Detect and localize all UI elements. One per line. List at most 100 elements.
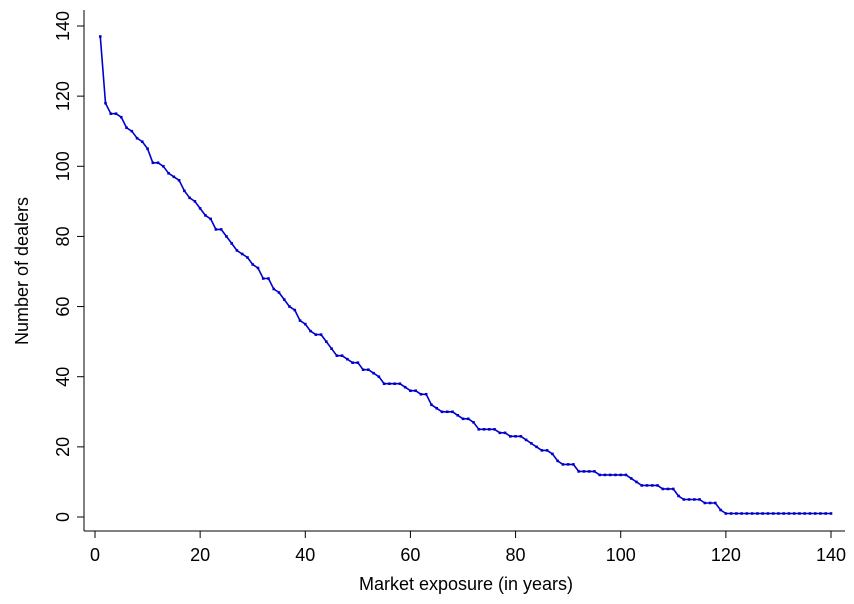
- y-tick-label: 20: [53, 437, 73, 457]
- data-point: [824, 512, 828, 515]
- data-point: [198, 207, 202, 210]
- x-tick-label: 100: [606, 545, 636, 565]
- data-point: [514, 435, 517, 438]
- data-point: [792, 512, 796, 515]
- data-point: [440, 410, 444, 414]
- x-axis-ticks: 0 20 40 60 80 100 120 140: [90, 531, 846, 565]
- data-point: [282, 298, 286, 301]
- data-point: [277, 291, 281, 294]
- data-point: [798, 512, 801, 515]
- data-point: [167, 172, 170, 175]
- data-point: [193, 200, 197, 203]
- data-point: [309, 329, 312, 333]
- data-point: [346, 357, 349, 361]
- data-point: [519, 435, 523, 438]
- data-point: [587, 470, 591, 473]
- data-point: [424, 392, 428, 396]
- data-point: [414, 389, 417, 393]
- data-point: [466, 417, 470, 421]
- data-point: [135, 136, 139, 140]
- data-point: [714, 501, 717, 505]
- data-point: [572, 463, 575, 466]
- series-group: [98, 35, 833, 515]
- data-point: [556, 459, 559, 463]
- data-point: [146, 147, 149, 151]
- data-point: [456, 413, 460, 417]
- data-point: [819, 512, 822, 515]
- data-point: [729, 512, 733, 515]
- y-tick-label: 140: [53, 11, 73, 41]
- data-point: [777, 512, 780, 515]
- data-point: [472, 421, 475, 424]
- data-point: [666, 487, 670, 491]
- x-axis-title: Market exposure (in years): [359, 574, 573, 594]
- data-point: [219, 228, 223, 231]
- x-tick-label: 120: [711, 545, 741, 565]
- data-point: [319, 333, 323, 336]
- data-point: [251, 263, 255, 266]
- data-point: [719, 508, 722, 512]
- data-point: [593, 470, 596, 473]
- data-point: [356, 361, 360, 364]
- data-point: [125, 126, 128, 130]
- data-point: [267, 277, 270, 280]
- data-point: [151, 161, 155, 165]
- data-point: [246, 256, 249, 259]
- data-point: [524, 438, 528, 442]
- x-tick-label: 60: [400, 545, 420, 565]
- data-point: [204, 214, 207, 217]
- data-point: [650, 484, 654, 487]
- data-point: [493, 428, 496, 431]
- data-point: [393, 382, 396, 386]
- data-point: [477, 428, 481, 431]
- data-point: [225, 235, 228, 238]
- data-point: [340, 354, 344, 357]
- data-point: [256, 266, 260, 270]
- data-point: [403, 385, 407, 389]
- data-point: [745, 512, 749, 515]
- data-point: [761, 512, 764, 515]
- data-point: [314, 333, 318, 336]
- data-point: [351, 361, 354, 364]
- data-point: [172, 175, 176, 179]
- x-tick-label: 40: [295, 545, 315, 565]
- data-point: [503, 431, 507, 435]
- data-point: [619, 473, 623, 477]
- data-point: [582, 470, 586, 473]
- data-point: [656, 484, 659, 487]
- series-line: [99, 36, 831, 515]
- data-point: [698, 498, 701, 501]
- data-point: [388, 382, 391, 386]
- data-point: [288, 305, 291, 308]
- data-point: [782, 512, 785, 515]
- data-point: [445, 410, 449, 414]
- data-point: [377, 375, 381, 379]
- data-point: [162, 164, 165, 168]
- y-axis-title: Number of dealers: [12, 197, 32, 345]
- data-point: [693, 498, 696, 501]
- data-point: [419, 392, 423, 396]
- data-point: [735, 512, 738, 515]
- data-point: [272, 287, 276, 291]
- data-point: [430, 403, 433, 407]
- data-point: [682, 498, 686, 501]
- data-point: [787, 512, 791, 515]
- data-point: [361, 368, 365, 371]
- data-point: [566, 463, 570, 466]
- data-point: [325, 340, 328, 343]
- data-point: [372, 371, 375, 375]
- data-point: [703, 501, 707, 505]
- x-tick-label: 0: [90, 545, 100, 565]
- data-point: [671, 487, 675, 491]
- data-point: [487, 428, 491, 431]
- data-point: [603, 473, 607, 477]
- data-point: [661, 487, 665, 491]
- data-point: [183, 189, 186, 193]
- data-point: [624, 473, 628, 477]
- data-point: [188, 196, 191, 200]
- y-tick-label: 120: [53, 81, 73, 111]
- x-tick-label: 140: [816, 545, 846, 565]
- data-point: [367, 368, 370, 371]
- y-tick-label: 0: [53, 512, 73, 522]
